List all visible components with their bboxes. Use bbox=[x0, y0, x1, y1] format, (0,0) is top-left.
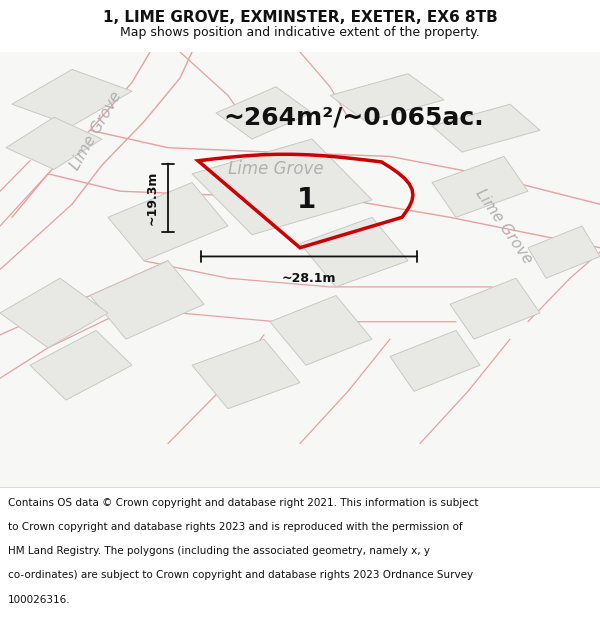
Text: 100026316.: 100026316. bbox=[8, 594, 70, 604]
Text: Lime Grove: Lime Grove bbox=[473, 186, 535, 266]
Polygon shape bbox=[6, 118, 102, 169]
Polygon shape bbox=[432, 104, 540, 152]
Text: ~19.3m: ~19.3m bbox=[146, 171, 159, 225]
Text: co-ordinates) are subject to Crown copyright and database rights 2023 Ordnance S: co-ordinates) are subject to Crown copyr… bbox=[8, 571, 473, 581]
Polygon shape bbox=[330, 74, 444, 122]
Text: ~264m²/~0.065ac.: ~264m²/~0.065ac. bbox=[224, 105, 484, 129]
Polygon shape bbox=[450, 278, 540, 339]
Polygon shape bbox=[192, 339, 300, 409]
Text: Lime Grove: Lime Grove bbox=[228, 161, 324, 179]
Polygon shape bbox=[270, 296, 372, 365]
Text: Contains OS data © Crown copyright and database right 2021. This information is : Contains OS data © Crown copyright and d… bbox=[8, 498, 478, 508]
Polygon shape bbox=[90, 261, 204, 339]
Polygon shape bbox=[192, 139, 372, 235]
Polygon shape bbox=[528, 226, 600, 278]
Polygon shape bbox=[108, 182, 228, 261]
Text: 1: 1 bbox=[296, 186, 316, 214]
Text: ~28.1m: ~28.1m bbox=[282, 272, 336, 284]
Polygon shape bbox=[0, 278, 108, 348]
Text: to Crown copyright and database rights 2023 and is reproduced with the permissio: to Crown copyright and database rights 2… bbox=[8, 522, 463, 532]
Text: Map shows position and indicative extent of the property.: Map shows position and indicative extent… bbox=[120, 26, 480, 39]
Polygon shape bbox=[432, 156, 528, 218]
Text: 1, LIME GROVE, EXMINSTER, EXETER, EX6 8TB: 1, LIME GROVE, EXMINSTER, EXETER, EX6 8T… bbox=[103, 11, 497, 26]
Text: HM Land Registry. The polygons (including the associated geometry, namely x, y: HM Land Registry. The polygons (includin… bbox=[8, 546, 430, 556]
Polygon shape bbox=[300, 217, 408, 287]
Polygon shape bbox=[390, 331, 480, 391]
Text: Lime Grove: Lime Grove bbox=[68, 89, 124, 172]
Polygon shape bbox=[12, 69, 132, 126]
Polygon shape bbox=[216, 87, 312, 139]
Polygon shape bbox=[30, 331, 132, 400]
